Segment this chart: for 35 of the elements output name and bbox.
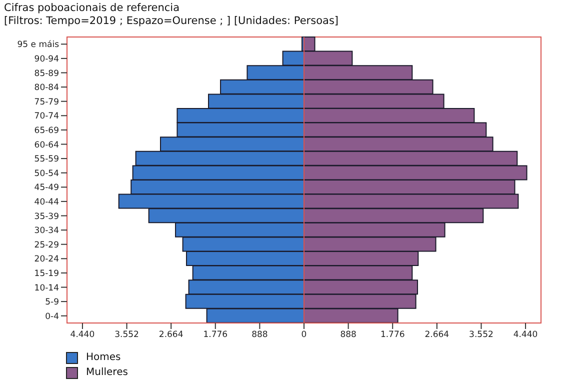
x-tick-label: 2.664 [158,330,184,340]
x-tick-label: 1.776 [380,330,405,340]
x-tick-label: 1.776 [203,330,228,340]
x-tick-label: 2.664 [424,330,450,340]
y-tick-label: 65-69 [34,126,59,136]
legend-label: Mulleres [86,367,128,378]
y-tick-label: 70-74 [34,112,59,122]
y-tick-label: 25-29 [34,240,59,250]
y-tick-label: 85-89 [34,68,59,79]
x-tick-label: 4.440 [513,330,538,340]
y-tick-label: 5-9 [45,298,59,308]
y-tick-label: 20-24 [34,254,59,265]
x-tick-label: 888 [252,330,268,340]
x-tick-label: 0 [301,330,307,340]
y-tick-label: 90-94 [34,54,59,64]
y-tick-label: 60-64 [34,140,59,150]
y-tick-label: 35-39 [34,212,59,222]
y-tick-label: 0-4 [45,312,59,322]
chart-subtitle: [Filtros: Tempo=2019 ; Espazo=Ourense ; ] [Unidades: Persoas] [4,15,339,28]
legend-label: Homes [86,352,121,363]
y-tick-label: 80-84 [34,83,59,94]
y-tick-label: 95 e máis [17,40,60,50]
x-tick-label: 3.552 [114,330,139,340]
y-tick-label: 55-59 [34,154,59,165]
y-tick-label: 40-44 [34,197,59,208]
y-tick-label: 30-34 [34,226,59,236]
x-tick-label: 888 [340,330,356,340]
y-tick-label: 50-54 [34,168,59,179]
chart-title: Cifras poboacionais de referencia [4,2,181,15]
y-tick-label: 45-49 [34,183,59,194]
x-tick-label: 4.440 [70,330,95,340]
y-tick-label: 10-14 [34,283,59,294]
y-tick-label: 75-79 [34,97,59,108]
x-tick-label: 3.552 [469,330,494,340]
y-tick-label: 15-19 [34,268,59,279]
